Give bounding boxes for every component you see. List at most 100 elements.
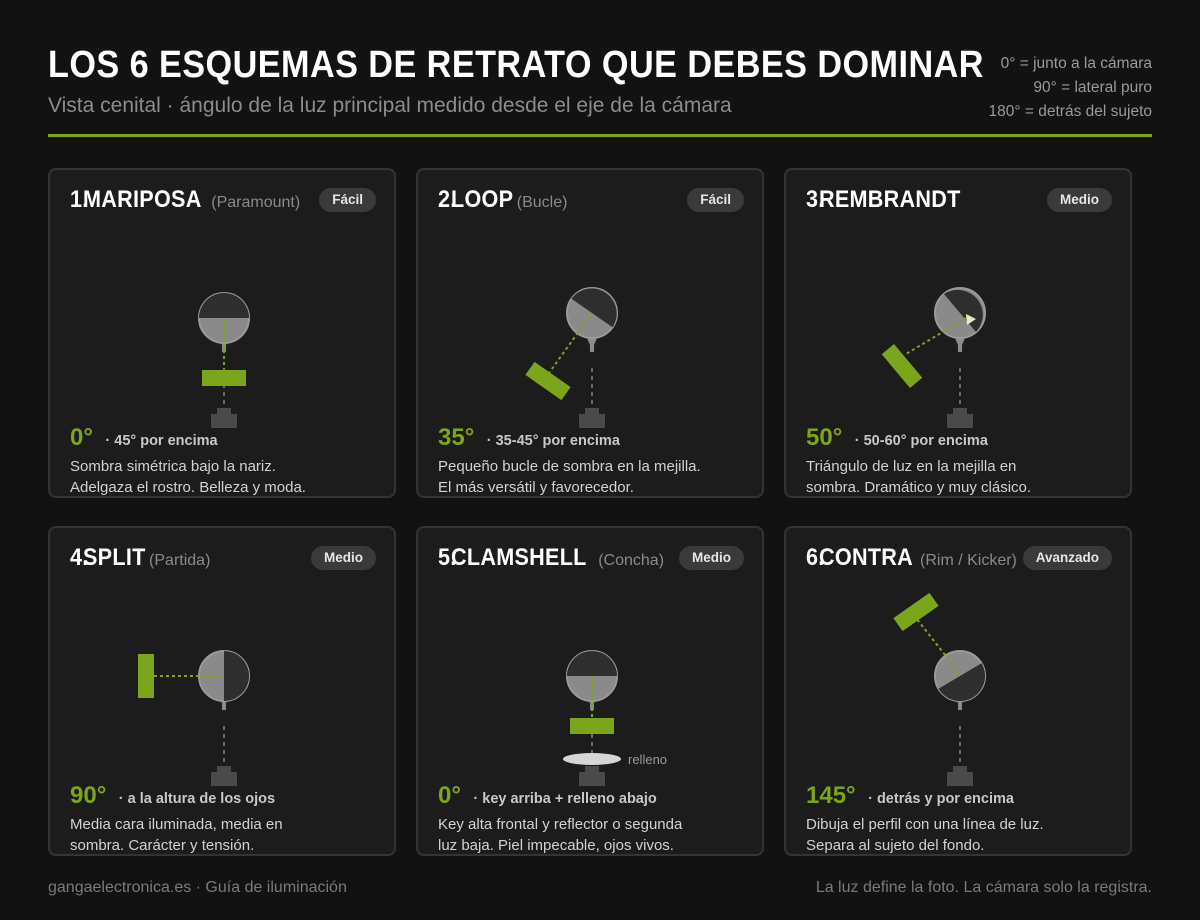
key-light-icon — [881, 344, 923, 388]
angle-note: · 45° por encima — [105, 433, 218, 449]
angle-row: 0° · key arriba + relleno abajo — [438, 782, 657, 810]
card-number: 1. — [70, 186, 89, 213]
lighting-diagram — [525, 287, 618, 428]
light-angle: 0° — [70, 424, 93, 451]
card-description: Media cara iluminada, media en sombra. C… — [70, 814, 380, 856]
head-shadow — [224, 651, 249, 701]
legend-line: 0° = junto a la cámara — [1000, 55, 1152, 72]
card-alt-name: (Paramount) — [211, 194, 301, 211]
card-alt-name: (Bucle) — [516, 194, 568, 211]
difficulty-badge: Medio — [311, 546, 376, 570]
desc-line: Dibuja el perfil con una línea de luz. — [806, 816, 1044, 833]
desc-line: Separa al sujeto del fondo. — [806, 837, 985, 854]
page-title: LOS 6 ESQUEMAS DE RETRATO QUE DEBES DOMI… — [48, 44, 984, 86]
card-description: Dibuja el perfil con una línea de luz. S… — [806, 814, 1116, 856]
head-shadow — [567, 651, 617, 676]
nose-icon — [955, 338, 965, 350]
light-triangle-icon — [966, 314, 976, 325]
card-name: SPLIT — [83, 544, 146, 571]
card-name: CONTRA — [819, 544, 914, 571]
legend-line: 90° = lateral puro — [1033, 79, 1152, 96]
light-angle: 35° — [438, 424, 475, 451]
card-number: 4. — [70, 544, 89, 571]
difficulty-badge: Fácil — [319, 188, 376, 212]
light-angle: 145° — [806, 782, 856, 809]
card-number: 6. — [806, 544, 825, 571]
light-beam — [548, 312, 593, 374]
card-name: LOOP — [451, 186, 514, 213]
header-divider — [48, 134, 1152, 137]
camera-icon — [579, 414, 605, 428]
fill-label: relleno — [628, 752, 667, 767]
head-shadow — [944, 289, 983, 332]
card-title: 6. CONTRA (Rim / Kicker) — [806, 544, 1017, 572]
lighting-diagram — [138, 650, 250, 786]
desc-line: sombra. Carácter y tensión. — [70, 837, 255, 854]
nose-icon — [587, 338, 597, 350]
card-alt-name: (Concha) — [598, 552, 665, 569]
angle-note: · a la altura de los ojos — [118, 791, 276, 807]
lighting-diagram: relleno — [563, 650, 667, 786]
desc-line: Media cara iluminada, media en — [70, 816, 283, 833]
desc-line: Triángulo de luz en la mejilla en — [806, 458, 1017, 475]
camera-icon — [211, 772, 237, 786]
desc-line: sombra. Dramático y muy clásico. — [806, 479, 1032, 496]
footer-tagline: La luz define la foto. La cámara solo la… — [815, 879, 1152, 896]
card-contra: 6. CONTRA (Rim / Kicker) Avanzado 145° ·… — [784, 526, 1132, 856]
card-number: 5. — [438, 544, 457, 571]
card-loop: 2. LOOP (Bucle) Fácil 35° · 35-45° por e… — [416, 168, 764, 498]
card-title: 5. CLAMSHELL (Concha) — [438, 544, 664, 572]
card-description: Sombra simétrica bajo la nariz. Adelgaza… — [70, 456, 380, 498]
angle-row: 90° · a la altura de los ojos — [70, 782, 275, 810]
card-title: 3. REMBRANDT — [806, 186, 968, 214]
angle-row: 35° · 35-45° por encima — [438, 424, 620, 452]
angle-note: · detrás y por encima — [868, 791, 1014, 807]
angle-note: · 50-60° por encima — [854, 433, 988, 449]
desc-line: Sombra simétrica bajo la nariz. — [70, 458, 276, 475]
card-description: Pequeño bucle de sombra en la mejilla. E… — [438, 456, 748, 498]
card-name: MARIPOSA — [83, 186, 202, 213]
lighting-diagram — [881, 287, 986, 428]
desc-line: luz baja. Piel impecable, ojos vivos. — [438, 837, 674, 854]
card-rembrandt: 3. REMBRANDT Medio 50° · 50-60° por enci… — [784, 168, 1132, 498]
card-title: 2. LOOP (Bucle) — [438, 186, 567, 214]
difficulty-badge: Medio — [1047, 188, 1112, 212]
camera-icon — [579, 772, 605, 786]
card-name: REMBRANDT — [819, 186, 961, 213]
rim-light-icon — [893, 592, 939, 632]
head-shadow — [199, 293, 249, 318]
lighting-diagram — [198, 292, 250, 428]
angle-legend: 0° = junto a la cámara 90° = lateral pur… — [989, 52, 1152, 124]
reflector-icon — [563, 753, 621, 765]
angle-row: 0° · 45° por encima — [70, 424, 218, 452]
camera-icon — [947, 414, 973, 428]
desc-line: Pequeño bucle de sombra en la mejilla. — [438, 458, 701, 475]
card-alt-name: (Rim / Kicker) — [920, 552, 1017, 569]
angle-note: · key arriba + relleno abajo — [473, 791, 657, 807]
card-split: 4. SPLIT (Partida) Medio 90° · a la altu… — [48, 526, 396, 856]
desc-line: El más versátil y favorecedor. — [438, 479, 634, 496]
head-shadow — [571, 288, 617, 328]
light-angle: 0° — [438, 782, 461, 809]
desc-line: Key alta frontal y reflector o segunda — [438, 816, 683, 833]
key-light-icon — [138, 654, 154, 698]
desc-line: Adelgaza el rostro. Belleza y moda. — [70, 479, 306, 496]
lighting-diagram — [893, 592, 986, 786]
difficulty-badge: Medio — [679, 546, 744, 570]
card-description: Key alta frontal y reflector o segunda l… — [438, 814, 748, 856]
angle-row: 145° · detrás y por encima — [806, 782, 1014, 810]
camera-icon — [947, 772, 973, 786]
card-number: 3. — [806, 186, 825, 213]
angle-note: · 35-45° por encima — [486, 433, 620, 449]
legend-line: 180° = detrás del sujeto — [988, 103, 1152, 120]
card-title: 4. SPLIT (Partida) — [70, 544, 210, 572]
page-subtitle: Vista cenital · ángulo de la luz princip… — [48, 94, 732, 117]
key-light-icon — [570, 718, 614, 734]
camera-icon — [211, 414, 237, 428]
card-description: Triángulo de luz en la mejilla en sombra… — [806, 456, 1116, 498]
light-angle: 50° — [806, 424, 843, 451]
difficulty-badge: Fácil — [687, 188, 744, 212]
card-alt-name: (Partida) — [149, 552, 211, 569]
key-light-icon — [525, 361, 571, 401]
card-title: 1. MARIPOSA (Paramount) — [70, 186, 300, 214]
